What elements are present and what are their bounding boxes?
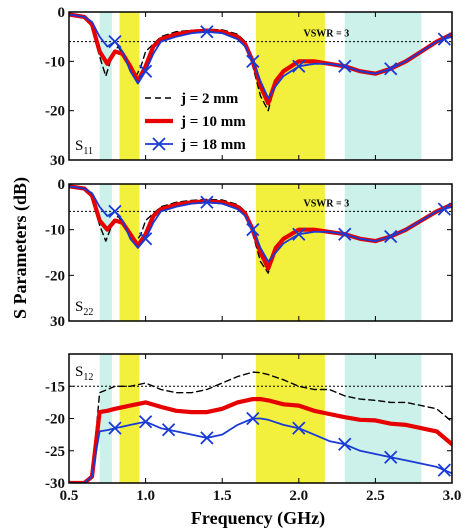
- x-marker-1-5: [338, 227, 352, 241]
- panel-label-2: S12: [75, 364, 93, 383]
- panel-frame-1: [68, 183, 453, 322]
- y-tick-label-1-2: -20: [45, 268, 65, 284]
- series-group-2: [69, 371, 452, 483]
- x-marker-1-7: [437, 202, 451, 216]
- x-marker-0-2: [200, 25, 214, 39]
- band-1-2: [255, 184, 325, 321]
- series-line-2-0: [69, 371, 452, 483]
- band-0-3: [344, 12, 422, 160]
- x-marker-1-0: [108, 204, 122, 219]
- band-0-2: [255, 12, 325, 160]
- y-tick-label-2-0: -15: [45, 379, 65, 395]
- x-marker-0-3: [246, 54, 260, 68]
- x-tick-label-2: 1.5: [213, 488, 232, 504]
- panel-label-sub-1: 22: [83, 307, 93, 318]
- panel-label-0: S11: [75, 138, 93, 157]
- y-tick-label-0-1: -10: [45, 54, 65, 70]
- band-2-0: [99, 354, 112, 483]
- x-marker-0-6: [384, 62, 398, 76]
- legend-label-1: j = 10 mm: [180, 114, 246, 130]
- band-0-1: [119, 12, 140, 160]
- band-1-3: [344, 184, 422, 321]
- x-marker-0-4: [292, 59, 306, 73]
- x-marker-2-3: [200, 431, 214, 445]
- panel-label-sub-0: 11: [83, 146, 93, 157]
- x-tick-label-0: 0.5: [60, 488, 79, 504]
- y-tick-label-1-3: 30: [50, 314, 65, 330]
- band-1-0: [99, 184, 112, 321]
- x-marker-1-2: [200, 195, 214, 209]
- series-group-0: [69, 12, 452, 112]
- x-marker-2-7: [384, 450, 398, 464]
- y-tick-label-0-2: -20: [45, 104, 65, 120]
- x-tick-label-1: 1.0: [136, 488, 155, 504]
- x-marker-2-0: [108, 421, 122, 435]
- frequency-bands: [99, 12, 422, 483]
- y-tick-label-0-3: 30: [50, 153, 65, 169]
- x-marker-2-6: [338, 437, 352, 451]
- y-tick-label-2-3: -30: [45, 476, 65, 492]
- x-marker-2-1: [138, 415, 153, 429]
- legend: j = 2 mm j = 10 mm j = 18 mm: [145, 91, 246, 153]
- x-marker-2-5: [292, 421, 306, 435]
- x-marker-1-1: [138, 232, 153, 246]
- legend-label-2: j = 18 mm: [180, 137, 246, 153]
- legend-label-0: j = 2 mm: [180, 91, 239, 107]
- legend-marker-2: [152, 137, 166, 151]
- x-marker-0-5: [338, 59, 352, 73]
- y-tick-label-2-1: -20: [45, 412, 65, 428]
- vswr-label-1: VSWR = 3: [304, 198, 350, 209]
- x-marker-1-4: [292, 227, 306, 241]
- y-axis-title: S Parameters (dB): [10, 177, 31, 319]
- x-marker-0-0: [108, 34, 122, 49]
- panel-frame-0: [68, 11, 453, 161]
- x-tick-label-4: 2.5: [366, 488, 385, 504]
- vswr-label-0: VSWR = 3: [304, 29, 350, 40]
- series-line-2-1: [69, 397, 452, 483]
- band-2-1: [119, 354, 140, 483]
- x-marker-2-2: [161, 423, 176, 437]
- y-tick-label-1-1: -10: [45, 223, 65, 239]
- band-2-2: [255, 354, 325, 483]
- x-tick-label-3: 2.0: [289, 488, 308, 504]
- x-marker-1-3: [246, 223, 260, 237]
- y-tick-label-0-0: 0: [58, 5, 66, 21]
- series-group-1: [69, 184, 452, 274]
- x-marker-1-6: [384, 229, 398, 244]
- y-tick-label-1-0: 0: [58, 177, 66, 193]
- x-marker-0-7: [437, 32, 451, 46]
- x-marker-2-4: [246, 411, 260, 426]
- panel-label-sub-2: 12: [83, 372, 93, 383]
- x-tick-label-5: 3.0: [443, 488, 462, 504]
- x-marker-2-8: [437, 463, 451, 477]
- band-1-1: [119, 184, 140, 321]
- panel-label-1: S22: [75, 299, 93, 318]
- band-0-0: [99, 12, 112, 160]
- y-tick-label-2-2: -25: [45, 444, 65, 460]
- x-axis-title: Frequency (GHz): [191, 508, 325, 528]
- x-marker-0-1: [138, 64, 153, 78]
